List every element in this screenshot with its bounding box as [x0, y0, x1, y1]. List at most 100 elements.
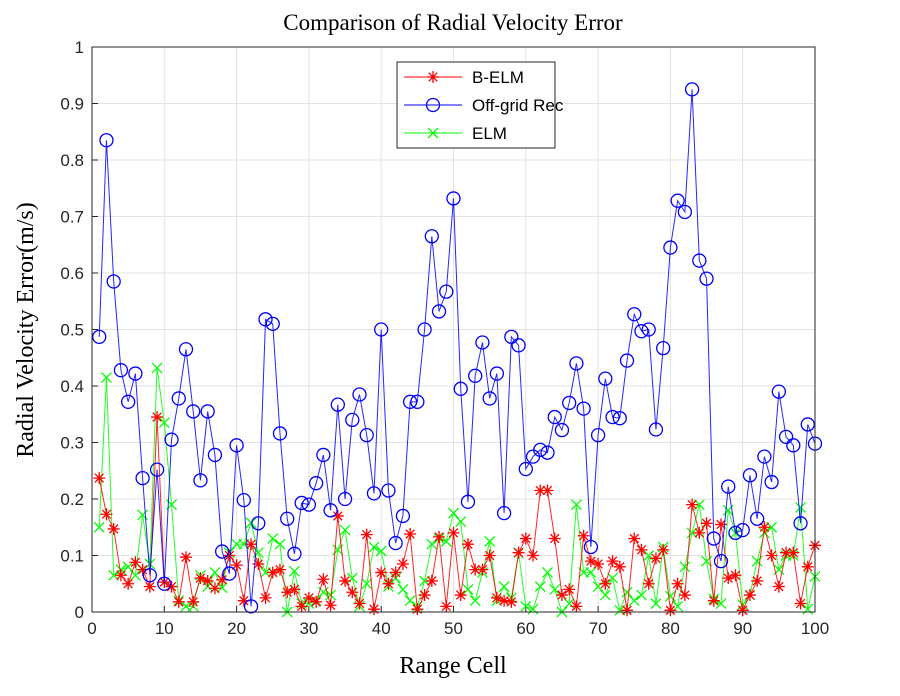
data-point-off-grid-rec [540, 445, 555, 460]
data-point-b-elm [129, 556, 142, 569]
data-point-off-grid-rec [229, 438, 244, 453]
circle-marker-shape [583, 539, 599, 555]
circle-marker-shape [214, 544, 230, 559]
data-point-elm [245, 517, 257, 529]
data-point-b-elm [635, 543, 648, 556]
data-point-off-grid-rec [670, 193, 685, 208]
circle-marker-shape [308, 476, 324, 491]
circle-marker-shape [207, 447, 223, 463]
data-point-off-grid-rec [627, 307, 642, 322]
series-off-grid-rec [92, 82, 823, 614]
x-marker-shape [448, 507, 459, 519]
star-marker-shape [404, 528, 417, 541]
star-marker-shape [707, 594, 720, 607]
data-point-b-elm [765, 549, 778, 562]
data-point-b-elm [613, 560, 626, 573]
data-point-off-grid-rec [475, 335, 490, 350]
data-point-off-grid-rec [453, 381, 468, 396]
data-point-b-elm [302, 591, 315, 604]
data-point-off-grid-rec [735, 522, 750, 538]
x-marker-shape [144, 558, 156, 570]
data-point-elm [397, 583, 409, 595]
x-marker-shape [534, 581, 546, 593]
legend-marker [427, 127, 439, 139]
star-marker-shape [671, 577, 684, 590]
circle-marker-shape [656, 340, 671, 356]
circle-marker-shape [417, 322, 432, 337]
star-marker-shape [179, 551, 192, 564]
x-marker-shape [158, 417, 170, 429]
circle-marker-shape [352, 387, 367, 402]
star-marker-shape [628, 532, 641, 545]
star-marker-shape [114, 569, 127, 582]
circle-marker-shape [757, 449, 772, 464]
data-point-off-grid-rec [742, 468, 758, 483]
circle-marker-shape [735, 522, 750, 538]
star-marker-shape [389, 566, 402, 579]
data-point-off-grid-rec [656, 340, 671, 356]
circle-marker-shape [619, 353, 635, 368]
circle-marker-shape [106, 274, 121, 289]
legend-item-b-elm: B-ELM [404, 68, 524, 87]
circle-marker-shape [366, 486, 382, 501]
data-point-off-grid-rec [410, 394, 425, 409]
star-marker-shape [592, 557, 605, 570]
data-point-elm [542, 566, 553, 578]
data-point-b-elm [389, 566, 402, 579]
data-point-b-elm [172, 595, 185, 608]
data-point-off-grid-rec [699, 271, 714, 286]
data-point-elm [599, 589, 611, 601]
circle-marker-shape [345, 412, 360, 428]
data-point-elm [795, 502, 806, 513]
x-marker-shape [628, 595, 640, 607]
data-point-b-elm [375, 566, 388, 579]
data-point-off-grid-rec [265, 316, 280, 332]
data-point-off-grid-rec [793, 516, 808, 531]
star-marker-shape [613, 560, 626, 573]
circle-marker-shape [243, 599, 259, 614]
circle-marker-shape [598, 371, 613, 386]
circle-marker-shape [590, 428, 606, 443]
data-point-elm [570, 499, 582, 511]
x-tick-label: 90 [733, 619, 752, 638]
data-point-b-elm [729, 569, 742, 582]
data-point-b-elm [194, 572, 207, 585]
circle-marker-shape [778, 429, 794, 445]
x-tick-label: 60 [516, 619, 535, 638]
circle-marker-shape [533, 442, 548, 457]
star-marker-shape [693, 526, 706, 539]
data-point-elm [455, 516, 467, 528]
data-point-b-elm [353, 597, 366, 610]
data-point-off-grid-rec [778, 429, 794, 445]
data-point-off-grid-rec [677, 204, 693, 220]
data-point-off-grid-rec [359, 428, 374, 443]
data-point-elm [375, 545, 387, 557]
star-marker-shape [339, 574, 352, 587]
x-marker-shape [122, 561, 134, 573]
data-point-b-elm [563, 583, 576, 596]
star-marker-shape [93, 472, 106, 485]
x-marker-shape [101, 372, 112, 383]
data-point-b-elm [454, 589, 467, 602]
x-marker-shape [245, 517, 257, 529]
star-marker-shape [801, 560, 814, 573]
circle-marker-shape [287, 546, 302, 561]
x-marker-shape [375, 545, 387, 557]
data-point-elm [498, 581, 510, 593]
data-point-b-elm [122, 577, 135, 590]
star-marker-shape [151, 411, 164, 424]
data-point-b-elm [628, 532, 641, 545]
star-marker-shape [223, 549, 236, 562]
data-point-b-elm [693, 526, 706, 539]
circle-marker-shape [554, 422, 570, 438]
data-point-elm [158, 417, 170, 429]
x-marker-shape [397, 583, 409, 595]
x-marker-shape [288, 565, 300, 577]
circle-marker-shape [265, 316, 280, 332]
star-marker-shape [780, 546, 793, 559]
star-marker-shape [259, 591, 272, 604]
star-marker-shape [758, 521, 771, 534]
circle-marker-shape [113, 363, 129, 378]
circle-marker-shape [612, 411, 627, 426]
data-point-elm [679, 561, 691, 573]
